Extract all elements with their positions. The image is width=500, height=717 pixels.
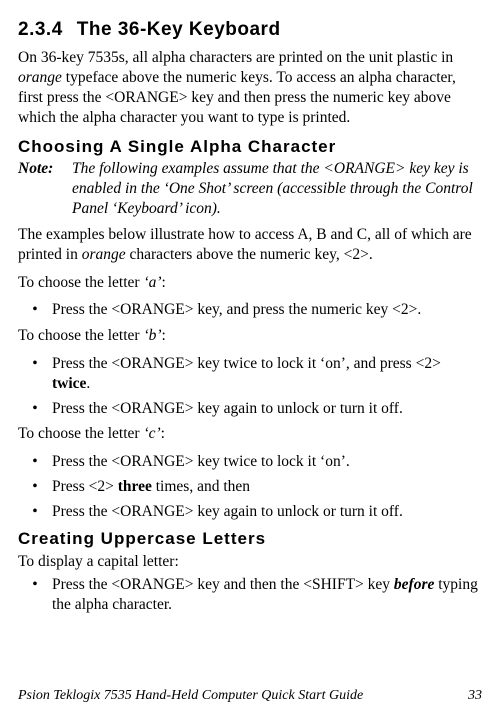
bullet-icon: •: [18, 354, 52, 394]
page-footer: Psion Teklogix 7535 Hand-Held Computer Q…: [18, 687, 482, 705]
list-item: • Press <2> three times, and then: [18, 477, 482, 497]
bullet-icon: •: [18, 452, 52, 472]
bullet-icon: •: [18, 399, 52, 419]
a-list: • Press the <ORANGE> key, and press the …: [18, 300, 482, 320]
choose-c-line: To choose the letter ‘c’:: [18, 424, 482, 444]
note-label: Note:: [18, 159, 72, 218]
bullet-icon: •: [18, 575, 52, 615]
page-number: 33: [468, 687, 482, 705]
list-item: • Press the <ORANGE> key and then the <S…: [18, 575, 482, 615]
intro-paragraph: On 36-key 7535s, all alpha characters ar…: [18, 48, 482, 127]
uppercase-intro: To display a capital letter:: [18, 552, 482, 572]
section-title: The 36-Key Keyboard: [77, 19, 281, 40]
bullet-icon: •: [18, 477, 52, 497]
choose-b-line: To choose the letter ‘b’:: [18, 326, 482, 346]
orange-typeface-2: orange: [82, 246, 126, 263]
examples-intro: The examples below illustrate how to acc…: [18, 225, 482, 265]
choose-a-line: To choose the letter ‘a’:: [18, 273, 482, 293]
bullet-icon: •: [18, 300, 52, 320]
list-item: • Press the <ORANGE> key again to unlock…: [18, 502, 482, 522]
list-item: • Press the <ORANGE> key again to unlock…: [18, 399, 482, 419]
note-text: The following examples assume that the <…: [72, 159, 482, 218]
orange-typeface-1: orange: [18, 69, 62, 86]
list-item: • Press the <ORANGE> key, and press the …: [18, 300, 482, 320]
uppercase-list: • Press the <ORANGE> key and then the <S…: [18, 575, 482, 615]
subhead-choosing-single: Choosing A Single Alpha Character: [18, 136, 482, 158]
section-number: 2.3.4: [18, 19, 63, 40]
list-item: • Press the <ORANGE> key twice to lock i…: [18, 354, 482, 394]
bullet-icon: •: [18, 502, 52, 522]
b-list: • Press the <ORANGE> key twice to lock i…: [18, 354, 482, 418]
note-block: Note: The following examples assume that…: [18, 159, 482, 218]
subhead-uppercase: Creating Uppercase Letters: [18, 528, 482, 550]
c-list: • Press the <ORANGE> key twice to lock i…: [18, 452, 482, 521]
section-heading: 2.3.4 The 36-Key Keyboard: [18, 18, 482, 42]
list-item: • Press the <ORANGE> key twice to lock i…: [18, 452, 482, 472]
footer-title: Psion Teklogix 7535 Hand-Held Computer Q…: [18, 687, 363, 705]
